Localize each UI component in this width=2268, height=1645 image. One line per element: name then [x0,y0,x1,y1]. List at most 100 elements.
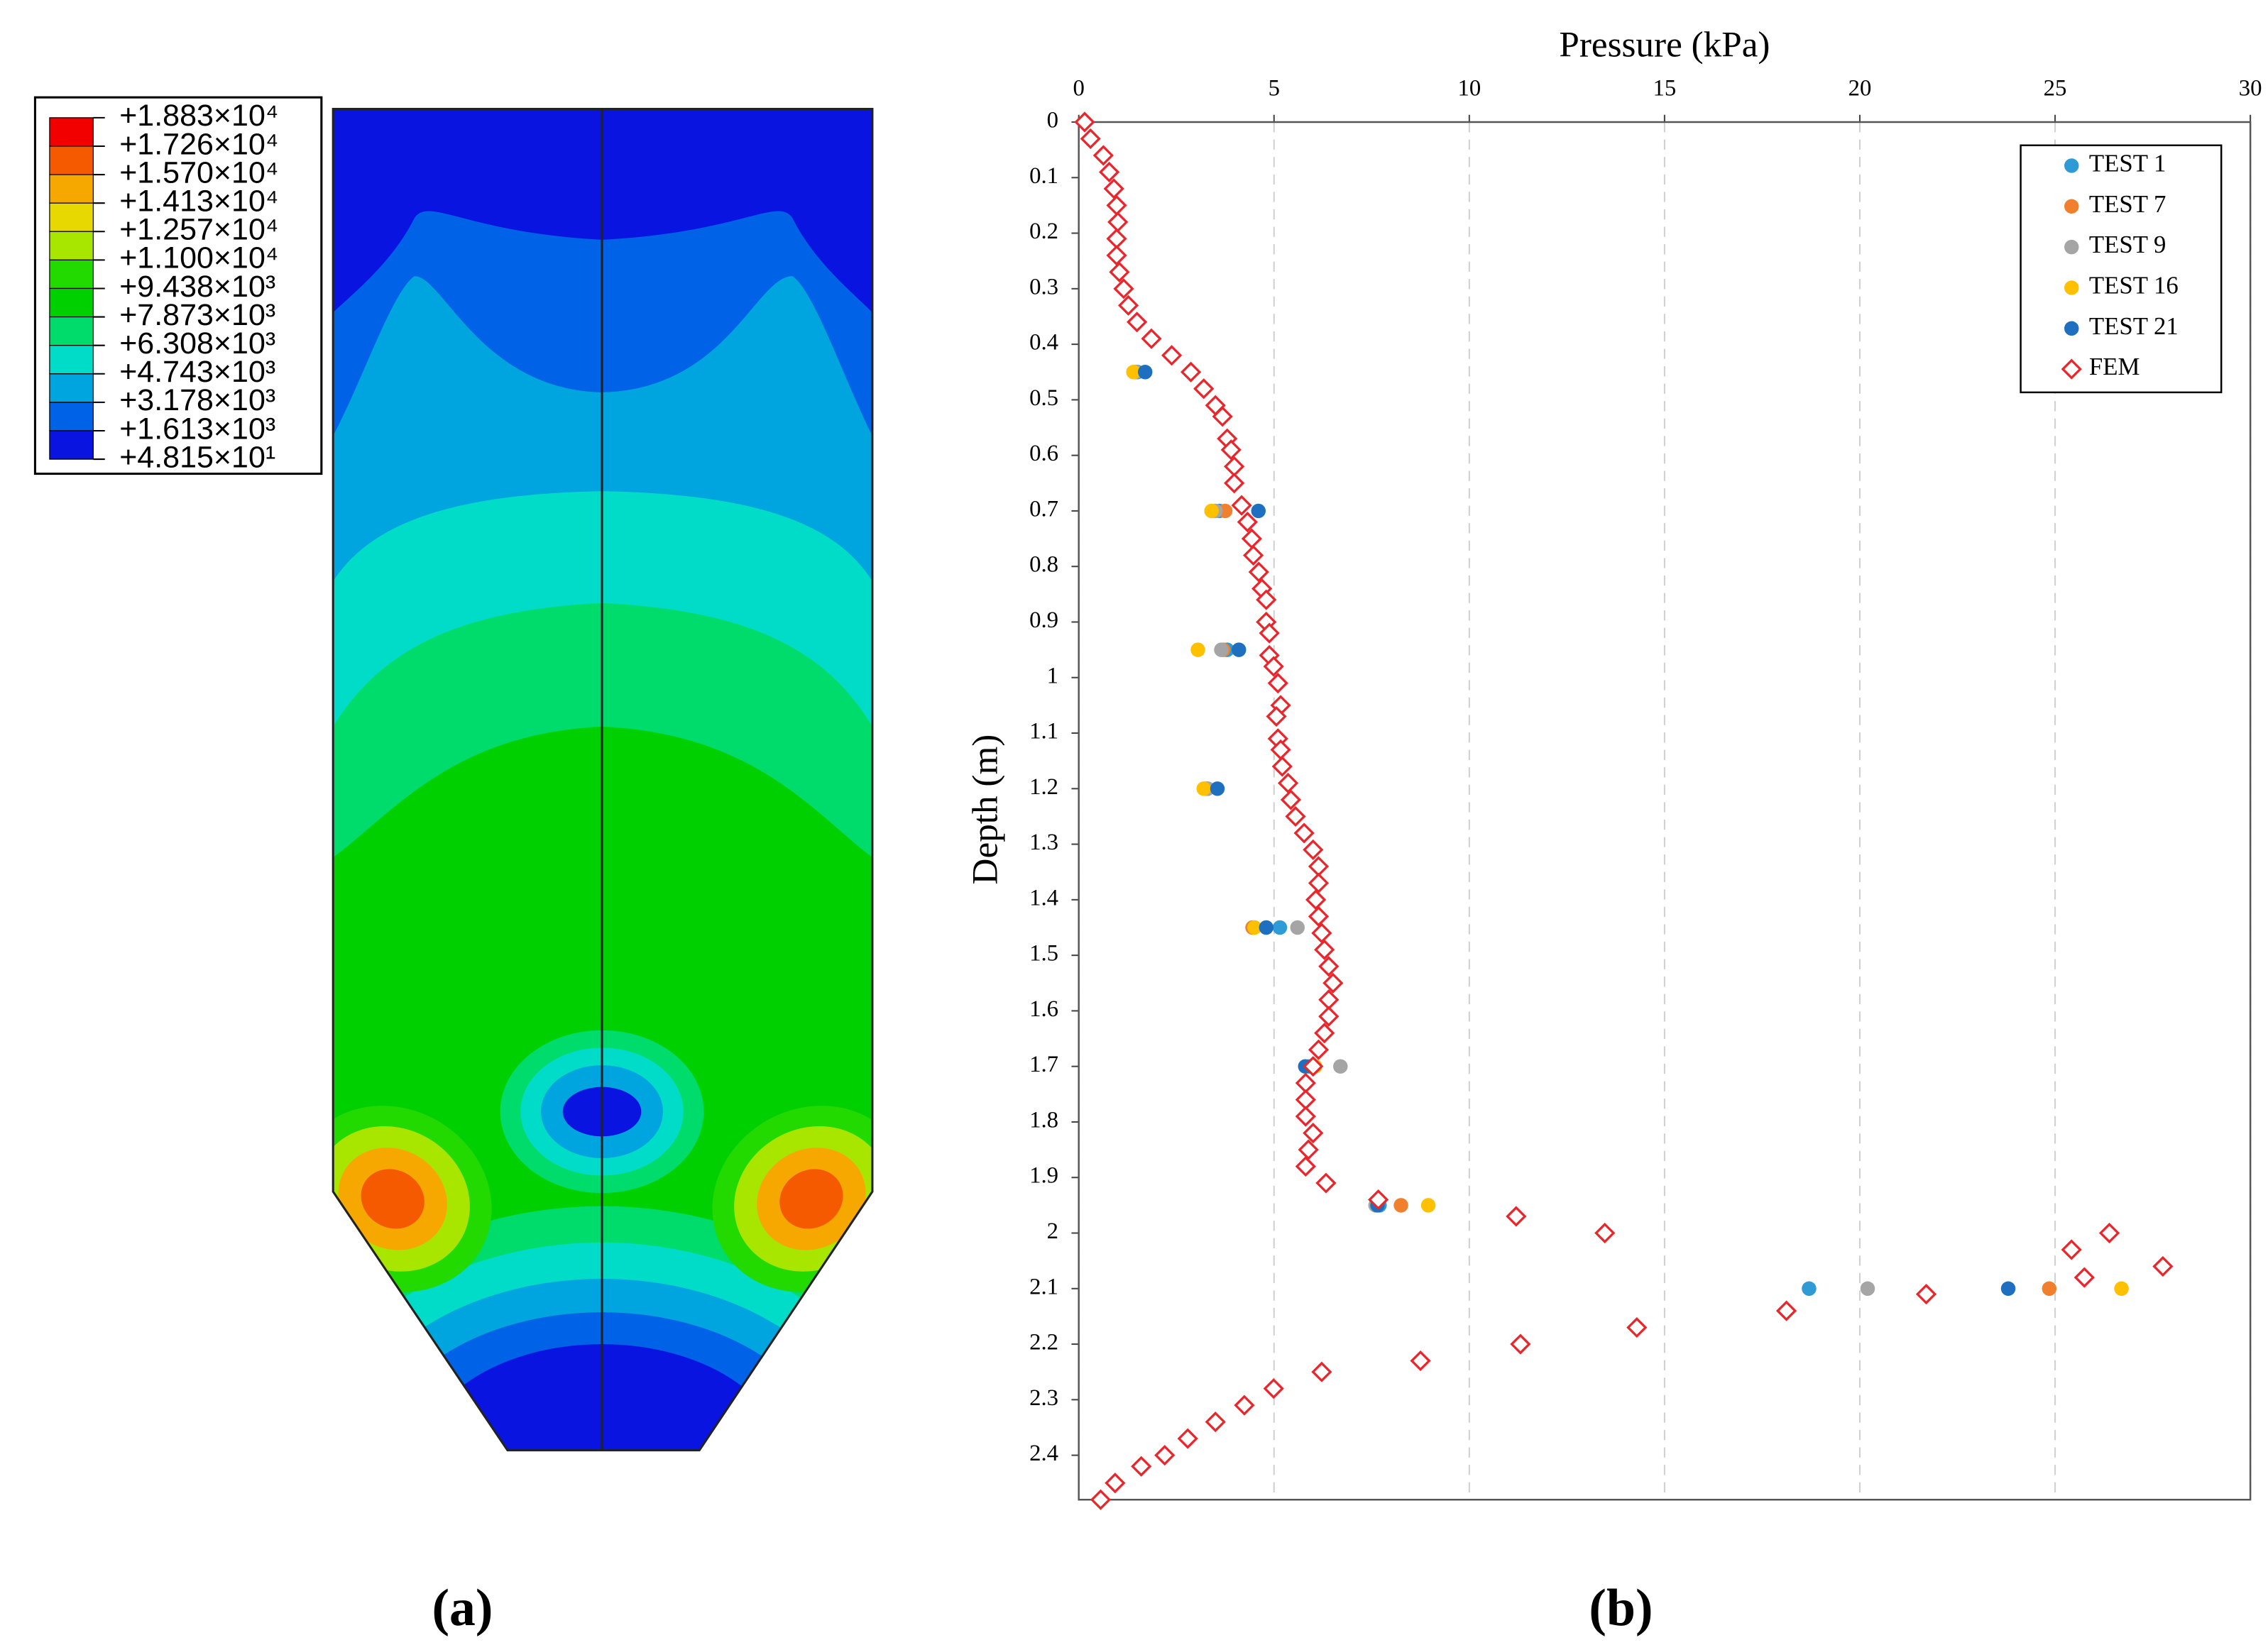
data-point [1190,642,1205,657]
legend-swatch [49,430,94,460]
data-point [1193,378,1215,400]
data-point [1280,789,1302,810]
legend-swatch [49,316,94,346]
data-point [1154,1445,1176,1466]
data-point [1224,456,1245,477]
legend-label: +1.413×10⁴ [119,185,278,219]
legend-label: +1.570×10⁴ [119,155,278,189]
contour-band [420,1344,784,1451]
y-tick-label: 0.4 [1029,330,1058,356]
data-point [1775,1300,1797,1321]
y-tick-label: 1.6 [1029,996,1058,1022]
legend-marker [2064,239,2079,255]
data-point [1410,1350,1431,1372]
data-point [1271,756,1293,777]
data-point [1333,1059,1348,1074]
data-point [1251,503,1266,519]
legend-marker [2064,199,2079,214]
legend-swatch [49,145,94,175]
legend-label: FEM [2089,353,2140,380]
y-tick-label: 1 [1047,663,1058,688]
data-point [1303,1123,1324,1144]
legend-label: +9.438×10³ [119,270,275,304]
panel-label: (b) [1589,1578,1653,1636]
data-point [1311,923,1332,944]
legend-label: +3.178×10³ [119,383,275,417]
data-point [1315,1172,1337,1194]
y-tick-label: 1.5 [1029,941,1058,967]
data-point [1098,161,1120,183]
data-point [1272,920,1288,935]
y-tick-label: 0.9 [1029,607,1058,633]
data-point [1318,956,1340,977]
y-tick-label: 1.9 [1029,1163,1058,1189]
x-tick-label: 30 [2239,75,2262,101]
legend-label: +6.308×10³ [119,326,275,361]
y-tick-label: 1.3 [1029,830,1058,855]
legend-label: +1.883×10⁴ [119,99,278,133]
silo-outline [332,108,874,1452]
y-tick-label: 2.3 [1029,1385,1058,1411]
data-point [1080,128,1101,150]
data-point [1506,1206,1527,1227]
data-point [1205,1412,1226,1433]
plot-frame [1078,121,2252,1501]
legend-label: +1.726×10⁴ [119,127,278,161]
data-point [1220,439,1242,461]
data-point [1267,672,1288,694]
contour-band [361,1169,424,1229]
data-point [1802,1281,1817,1297]
data-point [1293,822,1315,844]
data-point [1248,561,1269,583]
legend-label: TEST 7 [2089,190,2166,218]
data-point [1204,503,1219,519]
legend-swatch [49,259,94,290]
y-tick-label: 0.8 [1029,552,1058,578]
legend-swatch [49,202,94,232]
y-tick-label: 1.4 [1029,885,1058,910]
data-point [1106,245,1127,266]
y-tick-label: 2.1 [1029,1274,1058,1299]
data-point [1308,906,1330,927]
y-tick-label: 0.6 [1029,441,1058,466]
legend-marker [2064,158,2079,173]
data-point [1237,511,1258,533]
x-tick-label: 10 [1457,75,1481,101]
data-point [1303,1056,1324,1077]
data-point [1594,1222,1616,1244]
data-point [1113,278,1134,299]
data-point [1214,642,1229,657]
data-point [1314,1023,1335,1044]
data-point [1090,1489,1112,1510]
legend-swatch [49,402,94,431]
y-tick-label: 0.1 [1029,163,1058,189]
data-point [1127,312,1148,333]
data-point [1860,1281,1875,1297]
legend-label: +1.100×10⁴ [119,241,278,275]
data-point [1393,1198,1408,1213]
data-point [1074,111,1095,133]
legend-label: +7.873×10³ [119,298,275,332]
x-tick-label: 25 [2044,75,2067,101]
data-point [1295,1072,1316,1094]
x-tick-label: 0 [1073,75,1084,101]
data-point [1318,989,1340,1011]
legend-swatch [49,373,94,403]
data-point [1295,1155,1316,1177]
legend-marker [2061,358,2082,380]
data-point [1277,772,1299,794]
legend-swatch [49,117,94,147]
data-point [1626,1316,1648,1338]
y-tick-label: 2.4 [1029,1441,1058,1466]
data-point [2000,1281,2016,1297]
data-point [2042,1281,2057,1297]
data-point [1106,194,1127,216]
y-tick-label: 1.2 [1029,774,1058,800]
data-point [1295,1089,1316,1111]
data-point [1126,365,1141,380]
y-tick-label: 0.7 [1029,496,1058,522]
legend-swatch [49,287,94,318]
data-point [2061,1239,2082,1260]
data-point [1915,1284,1937,1305]
